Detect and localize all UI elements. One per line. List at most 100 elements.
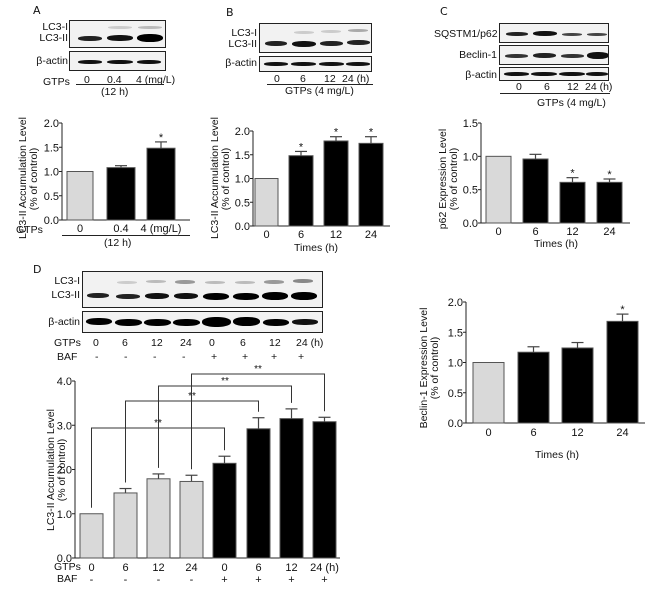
- comparison-label: **: [221, 376, 229, 387]
- blot-d-baf-sign: +: [298, 351, 305, 363]
- y-tick-label: 2.0: [57, 465, 72, 477]
- x-category-label: 0: [88, 562, 94, 574]
- y-tick-label: 1.5: [235, 150, 250, 162]
- bar: [561, 347, 594, 424]
- bar: [212, 462, 237, 559]
- bar: [358, 142, 384, 227]
- blot-d-actin: [82, 311, 323, 333]
- x-category-label: 6: [298, 229, 304, 241]
- blot-d-baf-label: BAF: [57, 351, 78, 363]
- significance-marker: *: [334, 127, 339, 139]
- chart-d-xprefix: GTPs: [54, 561, 81, 573]
- y-tick-label: 0.0: [235, 221, 250, 233]
- panel-label-b: B: [226, 6, 234, 19]
- blot-c-underline: [500, 93, 610, 94]
- y-tick-label: 0.5: [448, 388, 463, 400]
- x-category-label: 12: [566, 226, 578, 238]
- significance-marker: *: [299, 141, 304, 153]
- blot-c-lane-2: 6: [544, 81, 550, 93]
- x-category-label: 0: [485, 427, 491, 439]
- blot-d-lane-label: 6: [240, 337, 246, 349]
- y-tick-label: 0.0: [463, 218, 478, 230]
- baf-sign: +: [321, 574, 327, 586]
- blot-b-lane-2: 6: [300, 73, 306, 85]
- chart-a-xprefix: GTPs: [16, 224, 43, 236]
- blot-b-lane-4: 24 (h): [342, 73, 370, 85]
- x-category-label: 0: [263, 229, 269, 241]
- x-category-label: 6: [255, 562, 261, 574]
- significance-marker: *: [570, 168, 575, 180]
- comparison-bracket: [191, 373, 325, 470]
- significance-marker: *: [607, 169, 612, 181]
- blot-d-baf-sign: -: [95, 351, 99, 363]
- y-tick-label: 1.0: [57, 509, 72, 521]
- bar: [517, 351, 550, 424]
- significance-marker: *: [620, 304, 625, 316]
- y-tick-label: 0.0: [57, 553, 72, 565]
- blot-d-gtps-label: GTPs: [54, 337, 81, 349]
- bar: [323, 140, 349, 227]
- y-tick-label: 2.0: [44, 118, 59, 130]
- x-category-label: 24 (h): [310, 562, 339, 574]
- blot-a-lane-1: 0: [84, 74, 90, 86]
- blot-b-row-actin: β-actin: [225, 57, 257, 69]
- blot-d-baf-sign: -: [182, 351, 186, 363]
- blot-b-lane-1: 0: [274, 73, 280, 85]
- y-tick-label: 2.0: [448, 297, 463, 309]
- chart-c-xlabel: Times (h): [534, 238, 578, 250]
- panel-label-c: C: [440, 5, 448, 18]
- blot-a-lc3: [69, 20, 166, 48]
- blot-c-lane-4: 24 (h): [585, 81, 613, 93]
- bar: [179, 480, 204, 559]
- y-tick-label: 1.0: [448, 358, 463, 370]
- baf-sign: +: [221, 574, 227, 586]
- baf-sign: +: [255, 574, 261, 586]
- bar: [472, 362, 505, 424]
- blot-d-lane-label: 24: [180, 337, 192, 349]
- blot-d-lane-label: 0: [93, 337, 99, 349]
- bar: [312, 421, 337, 559]
- blot-d-row-lc3i: LC3-I: [54, 275, 80, 287]
- blot-c-row-beclin: Beclin-1: [459, 49, 497, 61]
- blot-a-row-actin: β-actin: [36, 55, 68, 67]
- blot-c-row-actin: β-actin: [465, 69, 497, 81]
- blot-a-row-lc3i: LC3-I: [42, 21, 68, 33]
- x-category-label: 12: [571, 427, 583, 439]
- blot-a-actin: [69, 51, 166, 71]
- chart-a-x-underline: [62, 235, 190, 236]
- bar: [522, 158, 549, 224]
- blot-c-lane-3: 12: [567, 81, 579, 93]
- y-tick-label: 4.0: [57, 376, 72, 388]
- x-category-label: 6: [532, 226, 538, 238]
- blot-d-baf-sign: -: [153, 351, 157, 363]
- significance-marker: *: [369, 127, 374, 139]
- baf-sign: +: [288, 574, 294, 586]
- blot-b-row-lc3i: LC3-I: [231, 27, 257, 39]
- x-category-label: 6: [122, 562, 128, 574]
- blot-b-lane-3: 12: [324, 73, 336, 85]
- bar: [606, 320, 639, 424]
- bar: [559, 181, 586, 224]
- panel-label-a: A: [33, 4, 41, 17]
- blot-c-row-p62: SQSTM1/p62: [434, 28, 498, 40]
- comparison-bracket: [158, 385, 292, 468]
- blot-a-lane-2: 0.4: [107, 74, 122, 86]
- y-tick-label: 0.0: [44, 215, 59, 227]
- blot-d-lane-label: 6: [122, 337, 128, 349]
- panel-label-d: D: [33, 263, 42, 276]
- blot-d-baf-sign: +: [242, 351, 249, 363]
- bar: [146, 147, 176, 221]
- comparison-label: **: [188, 391, 196, 402]
- x-category-label: 24: [365, 229, 377, 241]
- bar: [79, 513, 104, 559]
- bar: [288, 155, 314, 227]
- y-tick-label: 1.0: [463, 151, 478, 163]
- bar: [485, 155, 512, 224]
- blot-b-underline: [267, 84, 373, 85]
- y-tick-label: 3.0: [57, 420, 72, 432]
- chart-d-bafprefix: BAF: [57, 573, 78, 585]
- significance-marker: *: [159, 132, 164, 144]
- baf-sign: -: [157, 574, 161, 586]
- blot-d-lane-label: 12: [151, 337, 163, 349]
- blot-a-condition: (12 h): [101, 86, 129, 98]
